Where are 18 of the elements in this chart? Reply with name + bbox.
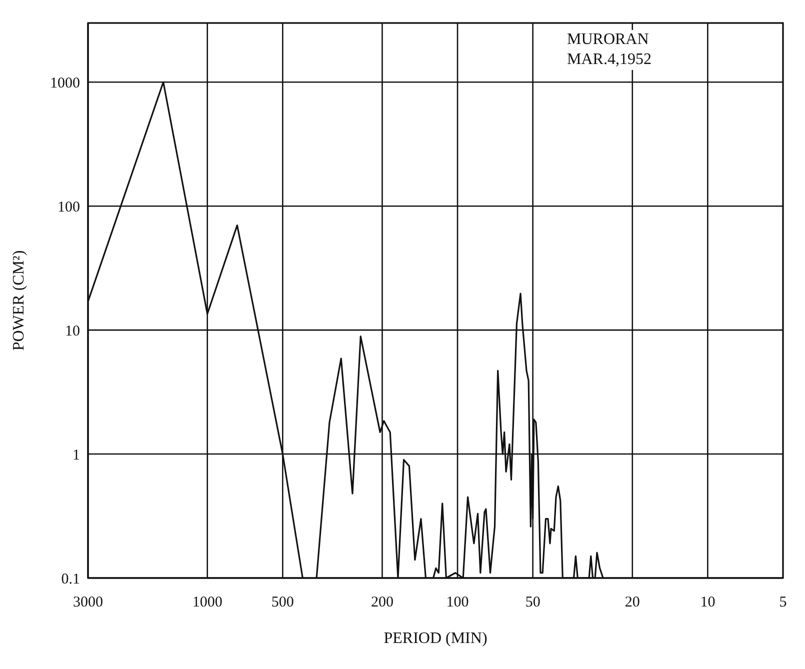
x-tick-label: 3000 bbox=[73, 594, 103, 611]
y-axis-title: POWER (CM²) bbox=[10, 250, 28, 351]
x-tick-label: 50 bbox=[525, 594, 540, 611]
x-tick-label: 100 bbox=[446, 594, 469, 611]
x-axis-title: PERIOD (MIN) bbox=[384, 630, 488, 647]
x-tick-label: 200 bbox=[370, 594, 394, 611]
y-tick-label: 10 bbox=[65, 323, 80, 340]
annotation: MURORAN bbox=[567, 30, 650, 50]
x-tick-label: 500 bbox=[271, 594, 294, 611]
y-tick-label: 1000 bbox=[50, 75, 80, 92]
x-tick-label: 10 bbox=[700, 594, 716, 611]
x-tick-label: 20 bbox=[624, 594, 640, 611]
y-tick-label: 0.1 bbox=[61, 571, 80, 588]
y-tick-label: 1 bbox=[72, 447, 80, 464]
y-tick-label: 100 bbox=[58, 199, 80, 216]
annotation: MAR.4,1952 bbox=[567, 50, 652, 70]
x-tick-label: 1000 bbox=[192, 594, 222, 611]
x-tick-label: 5 bbox=[779, 594, 787, 611]
